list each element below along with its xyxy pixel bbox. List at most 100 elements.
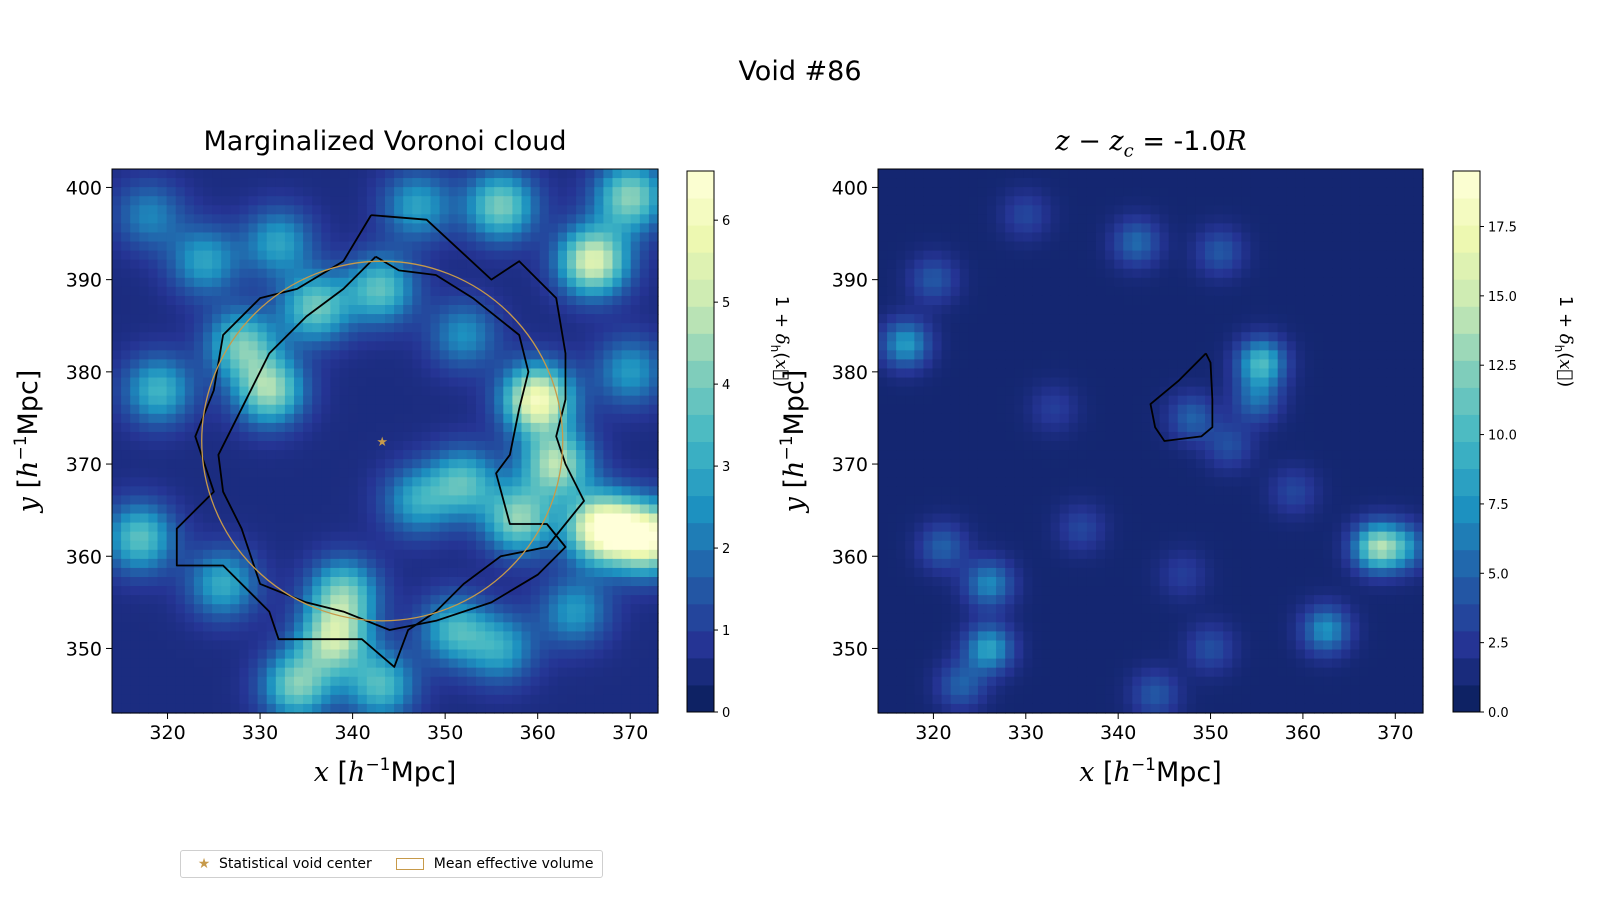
right-heatmap-cell xyxy=(1395,332,1406,342)
right-heatmap-cell xyxy=(1023,223,1034,234)
left-heatmap-cell xyxy=(193,595,204,605)
left-heatmap-cell xyxy=(148,413,159,424)
left-heatmap-cell xyxy=(321,268,331,279)
left-heatmap-cell xyxy=(567,223,577,234)
left-heatmap-cell xyxy=(539,703,550,714)
left-heatmap-cell xyxy=(139,558,149,569)
left-heatmap-cell xyxy=(230,368,240,379)
left-heatmap-cell xyxy=(248,694,259,705)
right-heatmap-cell xyxy=(1195,341,1206,351)
left-heatmap-cell xyxy=(476,450,486,460)
left-heatmap-cell xyxy=(375,404,386,415)
left-heatmap-cell xyxy=(366,323,377,333)
left-heatmap-cell xyxy=(448,305,459,315)
left-heatmap-cell xyxy=(303,522,313,533)
right-heatmap-cell xyxy=(996,359,1006,370)
left-heatmap-cell xyxy=(476,268,486,279)
left-heatmap-cell xyxy=(193,223,204,234)
left-heatmap-cell xyxy=(203,522,213,533)
left-heatmap-cell xyxy=(548,441,559,451)
left-heatmap-cell xyxy=(266,205,277,215)
left-heatmap-cell xyxy=(585,549,595,560)
right-heatmap-cell xyxy=(1314,187,1324,197)
left-heatmap-cell xyxy=(466,223,477,234)
left-heatmap-cell xyxy=(203,540,213,551)
left-heatmap-cell xyxy=(503,613,513,623)
left-heatmap-cell xyxy=(266,577,277,587)
left-heatmap-cell xyxy=(557,504,568,515)
left-heatmap-cell xyxy=(203,259,213,270)
left-heatmap-cell xyxy=(330,658,341,669)
left-heatmap-cell xyxy=(457,549,468,560)
right-heatmap-cell xyxy=(968,178,979,188)
left-heatmap-cell xyxy=(630,232,641,243)
left-heatmap-cell xyxy=(357,341,368,351)
left-heatmap-cell xyxy=(421,223,432,234)
left-heatmap-cell xyxy=(539,422,550,433)
right-heatmap-cell xyxy=(1350,196,1361,206)
left-heatmap-cell xyxy=(239,314,250,324)
left-heatmap-cell xyxy=(130,386,140,397)
left-heatmap-cell xyxy=(284,459,295,469)
right-heatmap-cell xyxy=(1041,232,1052,243)
left-heatmap-cell xyxy=(257,531,268,542)
left-heatmap-cell xyxy=(294,450,304,460)
left-heatmap-cell xyxy=(294,604,304,614)
left-heatmap-cell xyxy=(585,395,595,406)
left-heatmap-cell xyxy=(594,323,604,333)
left-heatmap-cell xyxy=(348,640,359,651)
left-heatmap-cell xyxy=(175,441,186,451)
right-heatmap-cell xyxy=(1186,350,1197,360)
left-heatmap-cell xyxy=(621,359,632,370)
right-heatmap-cell xyxy=(1132,314,1143,324)
left-heatmap-cell xyxy=(203,214,213,224)
left-heatmap-cell xyxy=(284,441,295,451)
left-heatmap-cell xyxy=(430,413,441,424)
right-heatmap-cell xyxy=(932,232,943,243)
right-heatmap-cell xyxy=(1141,214,1152,224)
left-heatmap-cell xyxy=(166,477,177,487)
left-heatmap-cell xyxy=(448,658,459,669)
right-heatmap-cell xyxy=(1332,350,1342,360)
right-heatmap-cell xyxy=(1223,169,1233,179)
left-heatmap-cell xyxy=(257,196,268,206)
left-heatmap-cell xyxy=(221,694,231,705)
right-heatmap-cell xyxy=(932,341,943,351)
left-heatmap-cell xyxy=(557,595,568,605)
left-heatmap-cell xyxy=(585,214,595,224)
right-heatmap-cell xyxy=(1132,205,1143,215)
right-heatmap-cell xyxy=(1059,223,1070,234)
left-heatmap-cell xyxy=(503,196,513,206)
left-heatmap-cell xyxy=(639,422,650,433)
right-heatmap-cell xyxy=(1404,223,1415,234)
right-heatmap-cell xyxy=(1404,332,1415,342)
left-heatmap-cell xyxy=(366,286,377,297)
left-heatmap-cell xyxy=(375,486,386,496)
left-heatmap-cell xyxy=(403,350,413,360)
left-heatmap-cell xyxy=(221,368,231,379)
left-heatmap-cell xyxy=(503,413,513,424)
left-heatmap-cell xyxy=(576,477,586,487)
right-heatmap-cell xyxy=(1123,268,1133,279)
left-heatmap-cell xyxy=(130,513,140,524)
left-heatmap-cell xyxy=(648,214,659,224)
left-heatmap-cell xyxy=(548,323,559,333)
right-heatmap-cell xyxy=(1323,205,1333,215)
left-heatmap-cell xyxy=(394,640,404,651)
left-colorbar-tick-label: 3 xyxy=(722,460,730,475)
left-heatmap-cell xyxy=(284,214,295,224)
left-heatmap-cell xyxy=(294,323,304,333)
left-heatmap-cell xyxy=(503,187,513,197)
left-heatmap-cell xyxy=(294,277,304,288)
left-heatmap-cell xyxy=(466,540,477,551)
left-heatmap-cell xyxy=(266,441,277,451)
right-heatmap-cell xyxy=(1314,196,1324,206)
right-heatmap-cell xyxy=(1059,341,1070,351)
left-heatmap-cell xyxy=(221,431,231,442)
right-heatmap-cell xyxy=(1295,314,1306,324)
left-heatmap-cell xyxy=(466,567,477,578)
right-heatmap-cell xyxy=(977,341,988,351)
right-heatmap-cell xyxy=(950,350,961,360)
right-heatmap-cell xyxy=(996,305,1006,315)
right-heatmap-cell xyxy=(1077,332,1088,342)
